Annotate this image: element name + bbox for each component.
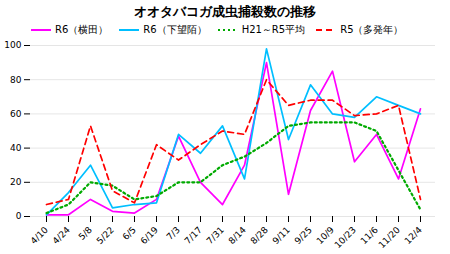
svg-text:4/24: 4/24: [51, 225, 73, 247]
svg-text:5/8: 5/8: [77, 225, 95, 243]
svg-text:7/3: 7/3: [165, 225, 182, 242]
svg-text:4/10: 4/10: [29, 225, 51, 247]
svg-text:40: 40: [10, 143, 22, 153]
svg-text:20: 20: [10, 177, 22, 187]
svg-text:10/9: 10/9: [314, 224, 336, 247]
html-text:R6（横田）: R6（横田）: [55, 24, 109, 35]
html-text:R5（多発年）: R5（多発年）: [340, 24, 404, 35]
svg-text:11/20: 11/20: [377, 225, 403, 250]
svg-text:6/19: 6/19: [139, 225, 161, 247]
svg-text:0: 0: [16, 211, 22, 221]
svg-text:100: 100: [4, 40, 21, 50]
svg-text:7/31: 7/31: [205, 225, 226, 246]
svg-text:8/28: 8/28: [249, 225, 271, 247]
svg-text:5/22: 5/22: [95, 225, 116, 246]
svg-text:11/6: 11/6: [358, 224, 380, 247]
svg-text:9/11: 9/11: [271, 225, 292, 246]
html-text:オオタバコガ成虫捕殺数の推移: オオタバコガ成虫捕殺数の推移: [134, 4, 316, 19]
svg-text:80: 80: [10, 75, 22, 85]
svg-text:6/5: 6/5: [121, 225, 138, 242]
svg-text:7/17: 7/17: [183, 225, 204, 246]
svg-text:9/25: 9/25: [293, 225, 314, 246]
svg-text:60: 60: [10, 109, 22, 119]
svg-text:8/14: 8/14: [227, 225, 249, 247]
svg-text:10/23: 10/23: [333, 225, 358, 250]
html-text:H21～R5平均: H21～R5平均: [241, 24, 306, 35]
svg-text:12/4: 12/4: [403, 225, 425, 247]
html-text:R6（下望陌）: R6（下望陌）: [143, 24, 207, 35]
